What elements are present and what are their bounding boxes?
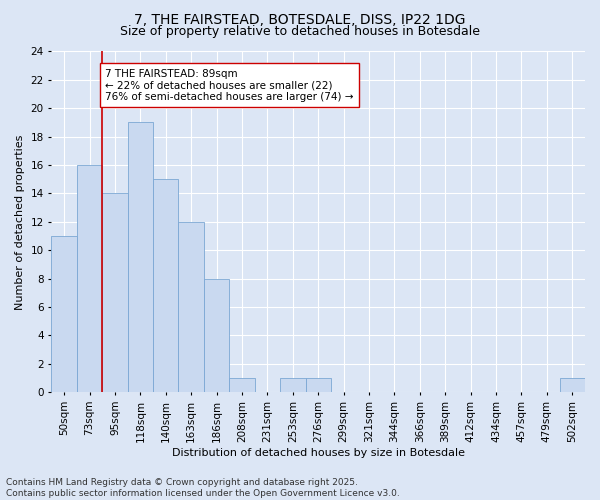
Text: 7 THE FAIRSTEAD: 89sqm
← 22% of detached houses are smaller (22)
76% of semi-det: 7 THE FAIRSTEAD: 89sqm ← 22% of detached… [105,68,353,102]
Bar [560,378,585,392]
Bar [52,236,77,392]
Bar [229,378,255,392]
Bar [305,378,331,392]
Bar [178,222,204,392]
Text: Size of property relative to detached houses in Botesdale: Size of property relative to detached ho… [120,25,480,38]
Bar [280,378,305,392]
Text: Contains HM Land Registry data © Crown copyright and database right 2025.
Contai: Contains HM Land Registry data © Crown c… [6,478,400,498]
Text: 7, THE FAIRSTEAD, BOTESDALE, DISS, IP22 1DG: 7, THE FAIRSTEAD, BOTESDALE, DISS, IP22 … [134,12,466,26]
X-axis label: Distribution of detached houses by size in Botesdale: Distribution of detached houses by size … [172,448,465,458]
Bar [153,180,178,392]
Bar [204,278,229,392]
Bar [128,122,153,392]
Y-axis label: Number of detached properties: Number of detached properties [15,134,25,310]
Bar [77,165,102,392]
Bar [102,194,128,392]
